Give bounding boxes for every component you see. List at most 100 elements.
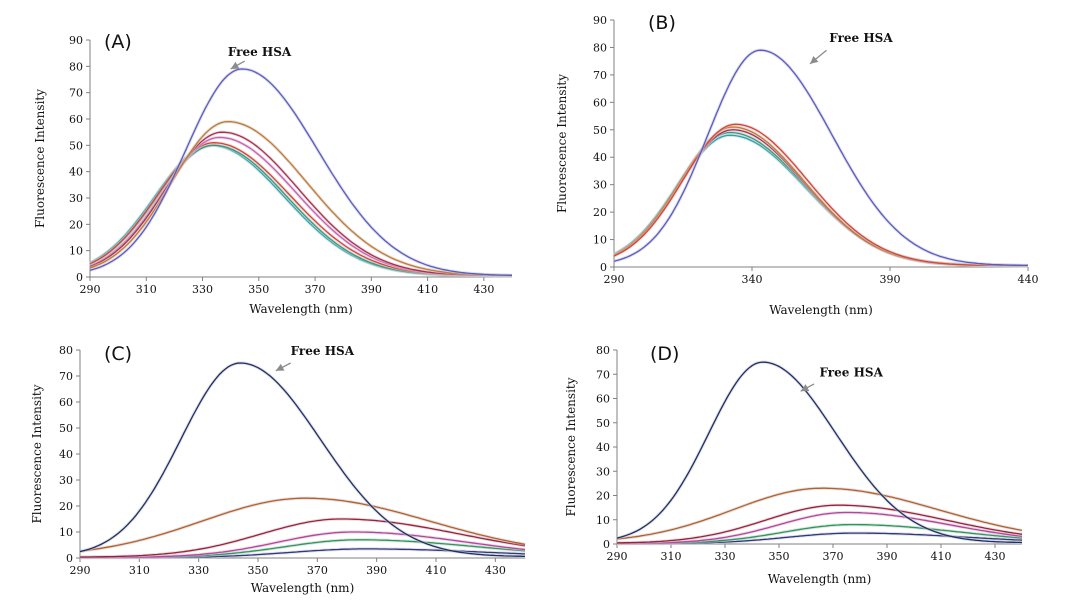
- chart-d-y-tick-label: 0: [603, 538, 610, 551]
- chart-b-y-tick-label: 30: [593, 179, 607, 192]
- chart-a-x-tick-label: 290: [80, 283, 101, 296]
- chart-d-x-tick-label: 370: [823, 550, 844, 563]
- chart-d-x-tick-label: 330: [715, 550, 736, 563]
- chart-b: 0 10 20 30 40 50 60 70 80 90 290 340 390 440 Wavelengt…: [555, 12, 1039, 317]
- chart-a-y-axis-label: Fluorescence Intensity: [33, 89, 47, 228]
- chart-c-y-tick-label: 20: [59, 500, 73, 513]
- chart-c-panel-label: (C): [104, 343, 132, 365]
- chart-b-x-tick-label: 440: [1018, 273, 1039, 286]
- chart-d-series-free-hsa: [616, 361, 1023, 544]
- chart-b-y-tick-label: 0: [600, 261, 607, 274]
- chart-d-series-c3: [617, 511, 1023, 545]
- chart-a-y-tick-label: 80: [69, 60, 83, 73]
- chart-c-y-axis-label: Fluorescence Intensity: [30, 384, 44, 523]
- chart-c-y-tick-label: 40: [59, 448, 73, 461]
- chart-c-x-tick-label: 430: [485, 564, 506, 577]
- chart-b-x-tick-label: 340: [742, 273, 763, 286]
- chart-c-x-tick-label: 330: [188, 564, 209, 577]
- chart-a-series-c2: [89, 131, 512, 277]
- chart-a-series-free-hsa: [89, 68, 512, 276]
- chart-c-x-tick-label: 350: [248, 564, 269, 577]
- chart-d-x-tick-label: 410: [931, 550, 952, 563]
- chart-d-y-tick-label: 20: [596, 490, 610, 503]
- chart-c-y-tick-label: 60: [59, 396, 73, 409]
- chart-d-x-axis-label: Wavelength (nm): [768, 572, 872, 586]
- chart-d-x-tick-label: 390: [877, 550, 898, 563]
- chart-d-x-tick-label: 290: [607, 550, 628, 563]
- chart-c-y-tick-label: 0: [66, 552, 73, 565]
- chart-d-y-axis-label: Fluorescence Intensity: [564, 377, 578, 516]
- chart-b-series-halo-c1: [613, 122, 1028, 268]
- chart-b-y-tick-label: 80: [593, 41, 607, 54]
- chart-d-x-tick-label: 430: [985, 550, 1006, 563]
- chart-a-y-tick-label: 90: [69, 34, 83, 47]
- chart-b-y-axis-label: Fluorescence Intensity: [555, 74, 569, 213]
- chart-a: 0 10 20 30 40 50 60 70 80 90 290 310 330 350 370 390 410…: [33, 31, 513, 316]
- chart-b-series-free-hsa: [613, 49, 1028, 267]
- chart-c-series-c2: [80, 518, 526, 558]
- chart-a-panel-label: (A): [104, 31, 132, 53]
- chart-b-x-tick-label: 290: [604, 273, 625, 286]
- chart-b-y-tick-label: 50: [593, 124, 607, 137]
- chart-b-free-hsa-annotation: Free HSA: [829, 31, 893, 45]
- chart-c-x-tick-label: 370: [307, 564, 328, 577]
- chart-c-series-c3: [79, 531, 526, 559]
- chart-a-x-tick-label: 410: [417, 283, 438, 296]
- chart-a-x-tick-label: 350: [248, 283, 269, 296]
- chart-a-y-tick-label: 20: [69, 218, 83, 231]
- chart-d-x-tick-label: 350: [769, 550, 790, 563]
- chart-d-annotation-arrow-icon: [800, 383, 815, 392]
- chart-a-y-tick-label: 70: [69, 87, 83, 100]
- chart-c-x-tick-label: 390: [366, 564, 387, 577]
- chart-a-y-tick-label: 50: [69, 139, 83, 152]
- chart-c-y-tick-label: 70: [59, 370, 73, 383]
- chart-c-y-tick-label: 10: [59, 526, 73, 539]
- chart-a-free-hsa-annotation: Free HSA: [228, 45, 292, 59]
- chart-a-x-tick-label: 370: [305, 283, 326, 296]
- chart-d-y-tick-label: 50: [596, 417, 610, 430]
- chart-a-y-tick-label: 30: [69, 192, 83, 205]
- chart-d-y-tick-label: 40: [596, 441, 610, 454]
- chart-c-series-free-hsa: [79, 362, 526, 558]
- chart-d: 0 10 20 30 40 50 60 70 80 290 310 330 350 370 390 410 43…: [564, 343, 1023, 586]
- chart-b-panel-label: (B): [648, 12, 676, 34]
- chart-b-y-tick-label: 20: [593, 206, 607, 219]
- chart-c: 0 10 20 30 40 50 60 70 80 290 310 330 350 370 390 410 43…: [30, 343, 526, 595]
- chart-b-y-tick-label: 40: [593, 151, 607, 164]
- chart-a-y-tick-label: 0: [76, 271, 83, 284]
- chart-a-x-tick-label: 330: [192, 283, 213, 296]
- chart-d-y-tick-label: 80: [596, 344, 610, 357]
- chart-d-series-c1: [616, 487, 1023, 540]
- chart-a-y-tick-label: 10: [69, 245, 83, 258]
- chart-b-annotation-arrow-icon: [809, 49, 827, 65]
- chart-c-free-hsa-annotation: Free HSA: [291, 344, 355, 358]
- chart-c-annotation-arrow-icon: [275, 362, 291, 372]
- chart-d-y-tick-label: 60: [596, 393, 610, 406]
- chart-a-x-axis-label: Wavelength (nm): [249, 302, 353, 316]
- chart-c-y-tick-label: 50: [59, 422, 73, 435]
- chart-a-y-tick-label: 40: [69, 166, 83, 179]
- chart-b-y-tick-label: 90: [593, 14, 607, 27]
- chart-a-x-tick-label: 390: [361, 283, 382, 296]
- chart-a-x-tick-label: 430: [473, 283, 494, 296]
- chart-c-y-tick-label: 80: [59, 344, 73, 357]
- chart-b-series-c1: [613, 123, 1028, 267]
- chart-d-series-c2: [616, 504, 1023, 544]
- chart-c-series-halo-free-hsa: [79, 361, 526, 558]
- chart-d-panel-label: (D): [650, 343, 679, 365]
- chart-b-series-halo-free-hsa: [613, 48, 1028, 267]
- chart-b-x-axis-label: Wavelength (nm): [769, 303, 873, 317]
- chart-d-free-hsa-annotation: Free HSA: [820, 366, 884, 380]
- chart-c-x-tick-label: 310: [129, 564, 150, 577]
- chart-a-annotation-arrow-icon: [230, 60, 246, 70]
- chart-b-y-tick-label: 60: [593, 96, 607, 109]
- chart-d-x-tick-label: 310: [661, 550, 682, 563]
- chart-d-y-tick-label: 10: [596, 514, 610, 527]
- chart-d-y-tick-label: 30: [596, 465, 610, 478]
- chart-b-x-tick-label: 390: [880, 273, 901, 286]
- chart-c-x-tick-label: 290: [70, 564, 91, 577]
- chart-c-x-axis-label: Wavelength (nm): [251, 581, 355, 595]
- chart-a-x-tick-label: 310: [136, 283, 157, 296]
- chart-c-y-tick-label: 30: [59, 474, 73, 487]
